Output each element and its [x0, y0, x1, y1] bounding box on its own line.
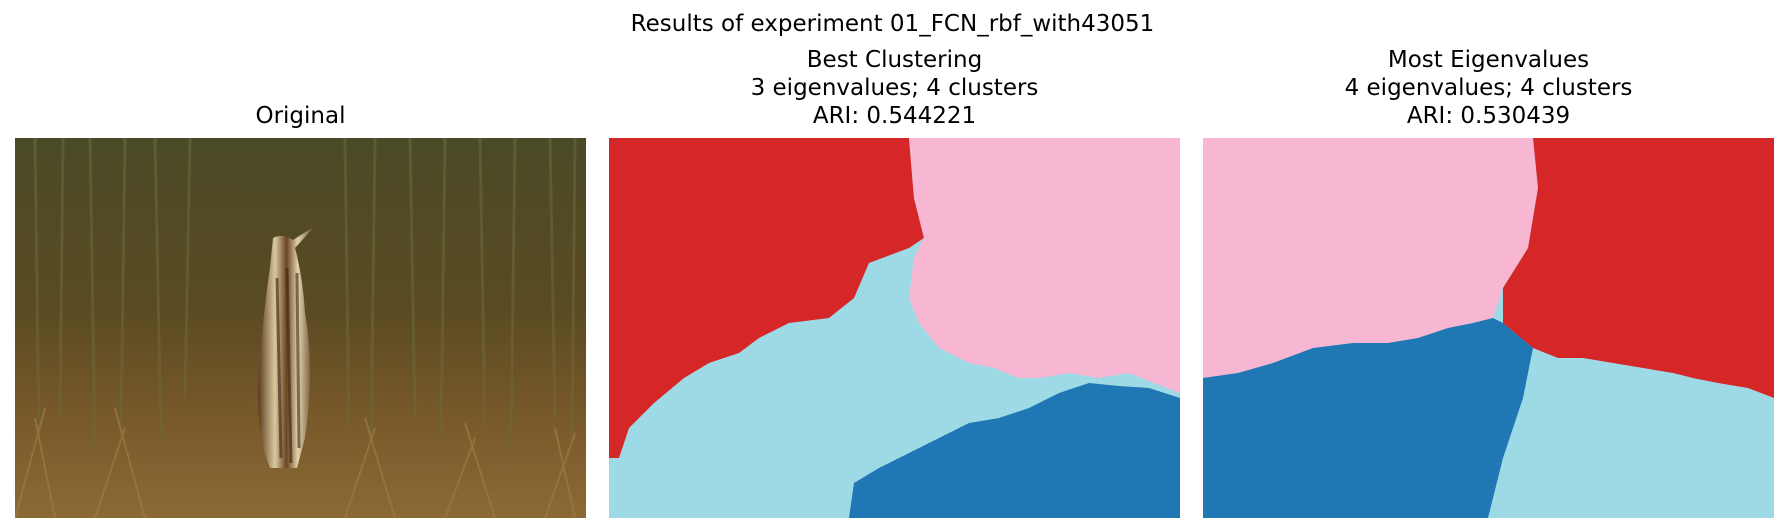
panel-title-line: 3 eigenvalues; 4 clusters	[750, 75, 1039, 101]
cluster-dark-blue	[849, 383, 1180, 518]
bittern-photo	[15, 138, 586, 518]
most-eigenvalues-panel	[1203, 138, 1774, 518]
panel-title-original: Original	[15, 102, 586, 130]
panel-title-line: ARI: 0.544221	[812, 103, 977, 129]
panel-title-most-eigenvalues: Most Eigenvalues 4 eigenvalues; 4 cluste…	[1203, 46, 1774, 130]
reed-stems	[33, 138, 577, 449]
cluster-dark-blue	[1203, 318, 1533, 518]
panel-title-line: ARI: 0.530439	[1406, 103, 1571, 129]
panel-title-line: Best Clustering	[806, 47, 983, 73]
best-clustering-segmentation	[609, 138, 1180, 518]
panel-title-best-clustering: Best Clustering 3 eigenvalues; 4 cluster…	[609, 46, 1180, 130]
dry-grass	[15, 407, 576, 518]
cluster-red	[1503, 138, 1774, 398]
cluster-pink	[909, 138, 1180, 393]
most-eigenvalues-segmentation	[1203, 138, 1774, 518]
panel-title-line: Most Eigenvalues	[1387, 47, 1590, 73]
cluster-pink	[1203, 138, 1538, 378]
panel-title-line: 4 eigenvalues; 4 clusters	[1344, 75, 1633, 101]
original-image-panel	[15, 138, 586, 518]
bittern-bird	[257, 226, 315, 468]
figure-suptitle: Results of experiment 01_FCN_rbf_with430…	[630, 11, 1155, 37]
best-clustering-panel	[609, 138, 1180, 518]
panel-title-line: Original	[255, 103, 346, 129]
cluster-red	[609, 138, 924, 458]
